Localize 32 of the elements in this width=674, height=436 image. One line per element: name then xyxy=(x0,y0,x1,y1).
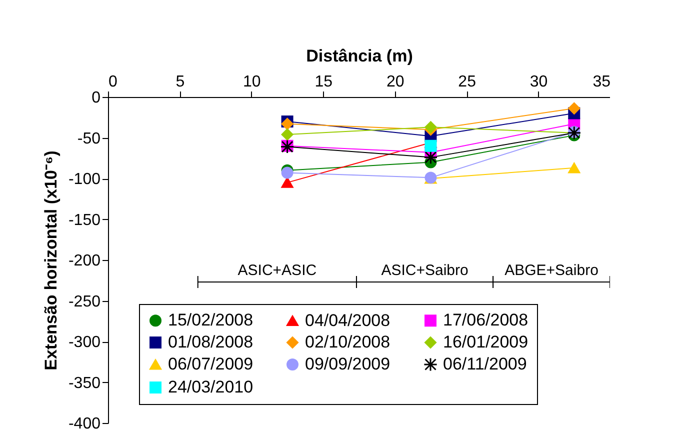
annotation: ABGE+Saibro xyxy=(504,262,598,279)
x-tick-label: 5 xyxy=(176,74,185,90)
x-axis-title: Distância (m) xyxy=(306,46,413,66)
legend-label: 01/08/2008 xyxy=(168,332,254,352)
legend-label: 04/04/2008 xyxy=(305,310,390,330)
x-tick-label: 0 xyxy=(108,74,118,90)
y-tick-label: -250 xyxy=(68,293,101,310)
x-tick-label: 25 xyxy=(458,74,476,90)
x-tick-label: 20 xyxy=(386,74,404,90)
y-tick-label: 0 xyxy=(92,90,101,106)
legend-label: 02/10/2008 xyxy=(305,332,390,352)
y-tick-label: -400 xyxy=(68,416,101,432)
y-tick-label: -100 xyxy=(68,171,101,188)
y-axis-title: Extensão horizontal (x10⁻⁶) xyxy=(41,150,60,370)
legend-label: 06/11/2009 xyxy=(443,354,527,374)
x-tick-label: 30 xyxy=(530,74,548,90)
y-tick-label: -200 xyxy=(68,252,101,270)
legend-label: 16/01/2009 xyxy=(443,332,528,352)
y-tick-label: -50 xyxy=(77,130,101,148)
annotation: ASIC+Saibro xyxy=(381,262,468,279)
x-tick-label: 35 xyxy=(592,74,611,90)
y-tick-label: -350 xyxy=(68,374,101,392)
x-tick-label: 15 xyxy=(314,74,333,90)
legend-label: 24/03/2010 xyxy=(168,378,254,396)
y-tick-label: -150 xyxy=(68,212,101,229)
legend-label: 09/09/2009 xyxy=(305,354,390,374)
legend-label: 06/07/2009 xyxy=(168,354,254,374)
annotation: ASIC+ASIC xyxy=(238,262,317,279)
x-tick-label: 10 xyxy=(243,74,261,90)
legend-label: 15/02/2008 xyxy=(168,310,254,330)
legend-label: 17/06/2008 xyxy=(443,310,528,330)
y-tick-label: -300 xyxy=(68,334,101,351)
